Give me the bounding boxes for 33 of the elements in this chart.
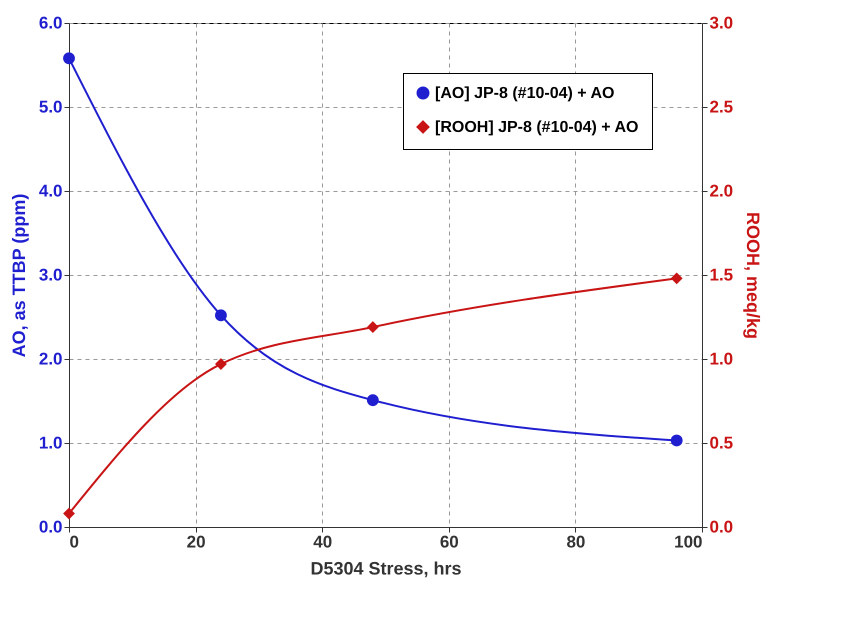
y-axis-title: AO, as TTBP (ppm) xyxy=(8,194,29,358)
y2-tick-label: 2.5 xyxy=(710,98,734,116)
x-tick-label: 100 xyxy=(674,532,702,552)
point xyxy=(63,52,75,64)
x-tick-label: 20 xyxy=(186,532,206,552)
point xyxy=(366,321,379,333)
y2-tick-label: 1.5 xyxy=(710,266,734,284)
y-tick-label: 3.0 xyxy=(38,266,62,284)
point xyxy=(670,434,683,446)
y2-tick-label: 3.0 xyxy=(710,14,734,32)
y-tick-label: 1.0 xyxy=(38,434,62,452)
legend-label: [ROOH] JP-8 (#10-04) + AO xyxy=(435,119,638,136)
y-tick-label: 6.0 xyxy=(38,14,62,32)
y-tick-label: 5.0 xyxy=(38,98,62,116)
y-tick-label: 0.0 xyxy=(38,518,62,536)
point xyxy=(63,508,75,520)
point xyxy=(366,394,379,406)
y2-tick-label: 1.0 xyxy=(710,350,734,368)
x-tick-label: 60 xyxy=(440,532,459,552)
x-tick-label: 0 xyxy=(70,532,79,552)
point xyxy=(670,272,683,284)
y2-axis-title: ROOH, meq/kg xyxy=(743,212,764,340)
y2-tick-label: 0.0 xyxy=(710,518,734,536)
x-tick-label: 40 xyxy=(313,532,332,552)
x-tick-label: 80 xyxy=(566,532,586,552)
point xyxy=(215,358,227,370)
y2-tick-label: 0.5 xyxy=(710,434,734,452)
point xyxy=(215,309,227,322)
y2-tick-label: 2.0 xyxy=(710,182,734,200)
x-axis-title: D5304 Stress, hrs xyxy=(310,558,462,578)
legend-label: [AO] JP-8 (#10-04) + AO xyxy=(435,85,614,102)
y-tick-label: 2.0 xyxy=(38,350,62,368)
y-tick-label: 4.0 xyxy=(38,182,62,200)
